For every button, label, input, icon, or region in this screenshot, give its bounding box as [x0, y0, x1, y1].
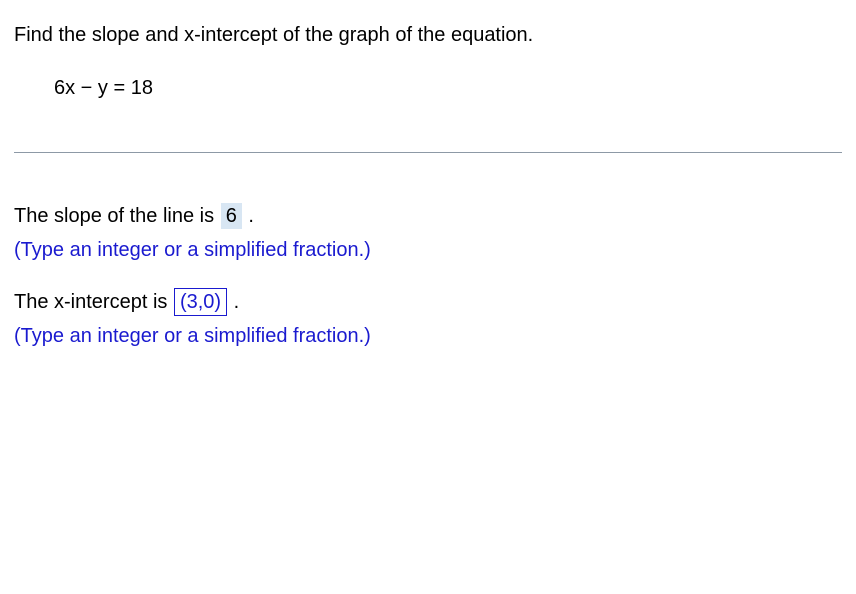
xintercept-suffix: .: [234, 291, 240, 313]
xintercept-hint: (Type an integer or a simplified fractio…: [14, 321, 842, 351]
slope-hint: (Type an integer or a simplified fractio…: [14, 235, 842, 265]
xintercept-prefix: The x-intercept is: [14, 291, 173, 313]
question-equation: 6x − y = 18: [54, 75, 842, 102]
problem-container: Find the slope and x-intercept of the gr…: [0, 0, 856, 351]
question-prompt: Find the slope and x-intercept of the gr…: [14, 22, 842, 49]
xintercept-answer-input[interactable]: (3,0): [174, 288, 227, 316]
slope-prefix: The slope of the line is: [14, 205, 220, 227]
slope-answer-input[interactable]: 6: [221, 203, 242, 229]
slope-suffix: .: [248, 205, 254, 227]
answers-section: The slope of the line is 6 . (Type an in…: [14, 153, 842, 351]
xintercept-answer-line: The x-intercept is (3,0) .: [14, 287, 842, 317]
slope-answer-line: The slope of the line is 6 .: [14, 201, 842, 231]
